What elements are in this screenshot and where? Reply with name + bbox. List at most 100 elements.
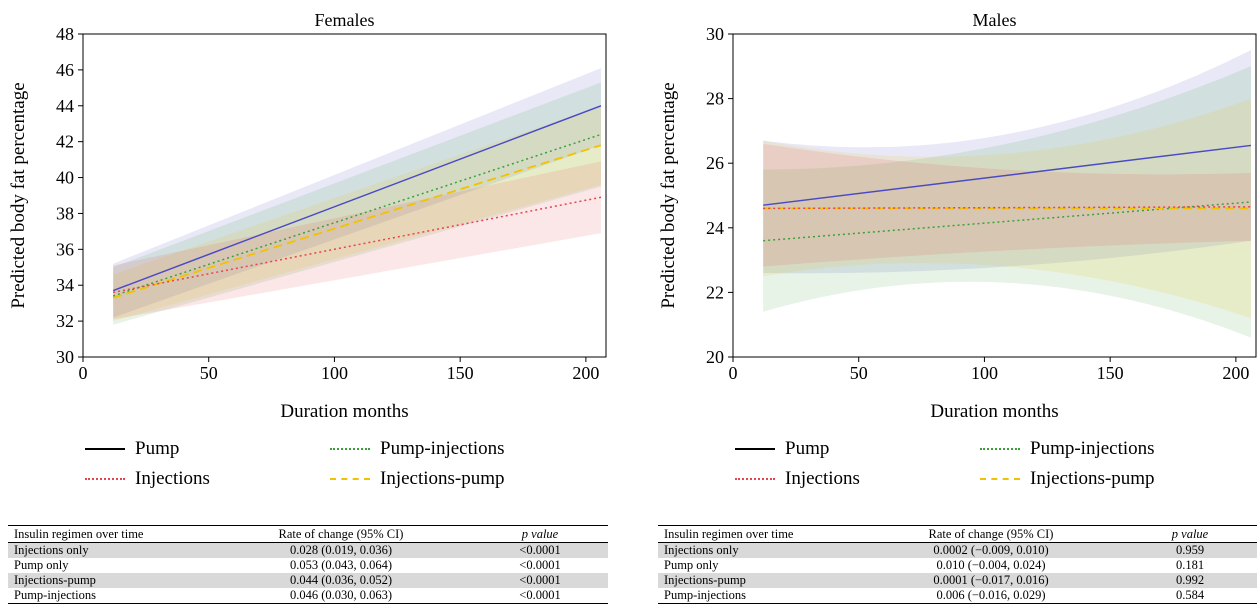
y-tick-label: 36: [56, 239, 74, 259]
table-header-row: Insulin regimen over time Rate of change…: [658, 525, 1257, 543]
table-cell: <0.0001: [519, 558, 561, 572]
x-tick-label: 50: [850, 363, 868, 383]
legend-swatch-injections-pump: [980, 478, 1020, 480]
legend-item-pump-injections: Pump-injections: [330, 438, 505, 460]
table-cell: Pump-injections: [8, 588, 210, 604]
legend-swatch-pump-injections: [330, 448, 370, 450]
y-tick-label: 26: [706, 153, 724, 173]
legend-item-pump-injections: Pump-injections: [980, 438, 1155, 460]
legend-item-injections: Injections: [85, 468, 210, 490]
table-cell: 0.044 (0.036, 0.052): [210, 573, 472, 588]
table-cell: 0.959: [1122, 542, 1257, 558]
legend-label-pump: Pump: [135, 438, 180, 459]
x-axis-label: Duration months: [280, 401, 408, 422]
legend-label-pump-injections: Pump-injections: [380, 438, 505, 459]
ci-band-injections: [763, 143, 1251, 267]
legend-label-injections-pump: Injections-pump: [380, 468, 505, 489]
series-line-pump_injections: [112, 133, 602, 297]
legend-label-injections: Injections: [785, 468, 860, 489]
table-row: Pump-injections 0.046 (0.030, 0.063) <0.…: [8, 588, 608, 604]
series-line-pump: [763, 144, 1252, 206]
x-tick-label: 100: [321, 363, 348, 383]
y-axis-label: Predicted body fat percentage: [8, 82, 29, 308]
table-cell: 0.992: [1122, 573, 1257, 588]
table-cell: <0.0001: [472, 588, 608, 604]
females-chart: 0 50 100 150 200 30 32 34 36 38 40 42 44 46 48 Females D…: [8, 10, 607, 422]
table-row: Injections only 0.0002 (−0.009, 0.010) 0…: [658, 542, 1257, 558]
table-cell: Pump-injections: [658, 588, 860, 604]
legend-swatch-pump-injections: [980, 448, 1020, 450]
series-line-injections_pump: [112, 144, 602, 299]
table-row: Pump-injections 0.006 (−0.016, 0.029) 0.…: [658, 588, 1257, 604]
y-tick-label: 30: [56, 347, 74, 367]
legend-label-injections: Injections: [135, 468, 210, 489]
legend-label-pump-injections: Pump-injections: [1030, 438, 1155, 459]
legend-swatch-injections: [735, 478, 775, 480]
header-regimen: Insulin regimen over time: [658, 525, 860, 543]
table-cell: 0.053 (0.043, 0.064): [289, 558, 393, 572]
x-tick-label: 200: [1222, 363, 1249, 383]
table-cell: <0.0001: [472, 542, 608, 558]
table-cell: Injections-pump: [8, 573, 210, 588]
table-cell: Injections-pump: [658, 573, 860, 588]
table-cell: Pump only: [664, 558, 719, 572]
table-cell: 0.006 (−0.016, 0.029): [860, 588, 1122, 604]
y-tick-label: 28: [706, 89, 724, 109]
females-panel: 0 50 100 150 200 30 32 34 36 38 40 42 44 46 48 Females D…: [0, 0, 620, 615]
header-p-value: p value: [1122, 525, 1257, 543]
ci-band-injections_pump: [113, 105, 601, 322]
legend-swatch-pump: [735, 448, 775, 450]
y-tick-label: 22: [706, 282, 724, 302]
table-row: Pump only 0.053 (0.043, 0.064) <0.0001: [8, 558, 608, 573]
legend-label-injections-pump: Injections-pump: [1030, 468, 1155, 489]
y-tick-label: 32: [56, 311, 74, 331]
table-cell: 0.0002 (−0.009, 0.010): [860, 542, 1122, 558]
table-row: Injections-pump 0.0001 (−0.017, 0.016) 0…: [658, 573, 1257, 588]
x-tick-label: 0: [729, 363, 738, 383]
table-cell: 0.028 (0.019, 0.036): [210, 542, 472, 558]
y-tick-label: 46: [56, 60, 74, 80]
legend-item-injections-pump: Injections-pump: [330, 468, 505, 490]
table-row: Injections-pump 0.044 (0.036, 0.052) <0.…: [8, 573, 608, 588]
table-cell: 0.046 (0.030, 0.063): [210, 588, 472, 604]
legend-item-pump: Pump: [735, 438, 829, 460]
males-stats-table: Insulin regimen over time Rate of change…: [658, 525, 1257, 604]
table-cell: 0.0001 (−0.017, 0.016): [860, 573, 1122, 588]
ci-band-injections: [113, 161, 601, 320]
y-tick-label: 48: [56, 24, 74, 44]
ci-band-pump: [113, 68, 601, 318]
legend-item-injections: Injections: [735, 468, 860, 490]
table-cell: 0.010 (−0.004, 0.024): [936, 558, 1046, 572]
table-row: Pump only 0.010 (−0.004, 0.024) 0.181: [658, 558, 1257, 573]
y-tick-label: 44: [56, 96, 74, 116]
series-line-injections: [763, 206, 1251, 210]
y-tick-label: 42: [56, 132, 74, 152]
legend-swatch-pump: [85, 448, 125, 450]
legend-item-injections-pump: Injections-pump: [980, 468, 1155, 490]
series-line-pump_injections: [763, 201, 1252, 242]
y-tick-label: 38: [56, 203, 74, 223]
y-tick-label: 30: [706, 24, 724, 44]
table-header-row: Insulin regimen over time Rate of change…: [8, 525, 608, 543]
legend-item-pump: Pump: [85, 438, 179, 460]
ci-band-pump_injections: [113, 82, 601, 325]
chart-title: Males: [973, 10, 1017, 30]
y-axis-label: Predicted body fat percentage: [658, 82, 679, 308]
legend-swatch-injections-pump: [330, 478, 370, 480]
y-tick-label: 34: [56, 275, 74, 295]
legend-swatch-injections: [85, 478, 125, 480]
x-tick-label: 200: [572, 363, 599, 383]
females-stats-table: Insulin regimen over time Rate of change…: [8, 525, 608, 604]
table-cell: 0.181: [1175, 558, 1205, 572]
ci-band-pump: [763, 50, 1251, 274]
y-tick-label: 40: [56, 168, 74, 188]
x-tick-label: 0: [79, 363, 88, 383]
y-tick-label: 20: [706, 347, 724, 367]
legend-label-pump: Pump: [785, 438, 830, 459]
table-cell: 0.584: [1122, 588, 1257, 604]
table-cell: <0.0001: [472, 573, 608, 588]
x-tick-label: 50: [200, 363, 218, 383]
header-rate: Rate of change (95% CI): [210, 525, 472, 543]
x-tick-label: 100: [971, 363, 998, 383]
males-chart: 0 50 100 150 200 20 22 24 26 28 30 Males Duration mo…: [658, 10, 1257, 422]
